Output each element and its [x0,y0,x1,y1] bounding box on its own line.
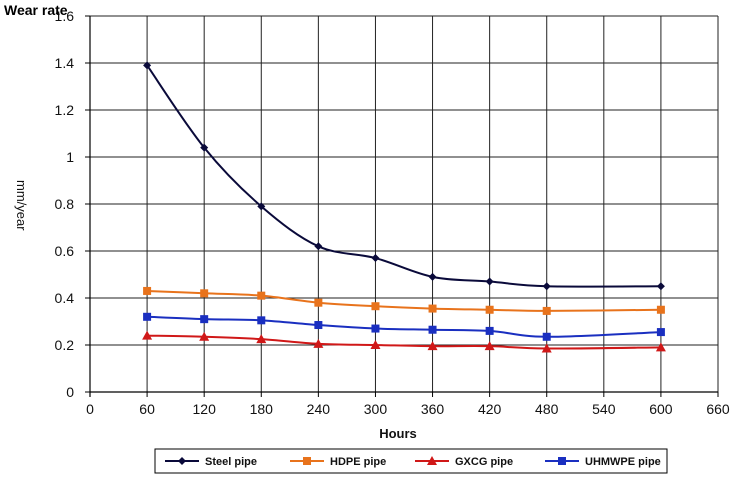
data-point [200,143,209,152]
legend-label: Steel pipe [205,456,257,468]
tick-labels: 0 60 120 180 240 300 360 420 480 540 600 660 0 0.2 0.4… [55,8,730,417]
data-point [656,328,665,337]
data-point [428,272,437,281]
x-tick-label: 540 [592,401,616,417]
data-point [200,315,209,324]
data-point [142,330,153,340]
data-point [143,312,152,321]
series-2 [143,286,665,315]
data-point [484,341,495,351]
data-point [371,324,380,333]
data-point [485,326,494,335]
data-point [485,277,494,286]
data-point [485,305,494,314]
legend: Steel pipe HDPE pipe GXCG pipe UHMWPE pipe [154,448,668,474]
data-point [257,202,266,211]
y-tick-label: 0.4 [55,290,75,306]
legend-label: GXCG pipe [455,456,513,468]
chart-title: Wear rate [4,2,68,18]
x-tick-label: 660 [706,401,730,417]
x-tick-label: 420 [478,401,502,417]
series-3 [142,330,666,353]
data-point [656,282,665,291]
data-point [143,61,152,70]
data-point [542,306,551,315]
y-tick-label: 1.4 [55,55,75,71]
data-point [371,254,380,263]
data-point [655,342,666,352]
axes [89,16,718,397]
series-1 [143,61,665,291]
data-point [371,302,380,311]
data-point [542,282,551,291]
x-tick-label: 120 [193,401,217,417]
legend-swatch-marker [303,457,311,465]
data-point [257,316,266,325]
data-point [143,286,152,295]
data-point [314,298,323,307]
data-point [427,341,438,351]
x-tick-label: 300 [364,401,388,417]
data-point [428,304,437,313]
data-point [199,331,210,341]
y-tick-label: 0 [66,384,74,400]
y-tick-label: 1.2 [55,102,75,118]
legend-swatch-marker [427,456,437,465]
y-tick-label: 0.6 [55,243,75,259]
x-tick-label: 240 [307,401,331,417]
data-point [314,242,323,251]
x-tick-label: 600 [649,401,673,417]
x-tick-label: 360 [421,401,445,417]
y-axis-label: mm/year [14,180,29,231]
data-point [200,289,209,298]
data-point [314,321,323,330]
data-point [313,338,324,348]
series-group [142,61,666,353]
series-line [147,334,661,350]
y-tick-label: 0.2 [55,337,75,353]
series-line [147,289,661,312]
series-line [147,315,661,338]
x-tick-label: 0 [86,401,94,417]
x-axis-label: Hours [379,426,417,441]
y-tick-label: 0.8 [55,196,75,212]
legend-box [154,448,668,474]
legend-label: HDPE pipe [330,456,386,468]
data-point [257,291,266,300]
legend-swatch-marker [178,457,186,465]
series-line [146,64,661,288]
series-4 [143,312,665,341]
x-tick-label: 480 [535,401,559,417]
data-point [428,325,437,334]
legend-label: UHMWPE pipe [585,456,661,468]
data-point [541,343,552,353]
legend-swatch-marker [558,457,566,465]
x-tick-label: 60 [139,401,155,417]
y-tick-label: 1 [66,149,74,165]
data-point [370,340,381,349]
y-tick-label: 1.6 [55,8,75,24]
data-point [656,305,665,314]
data-point [256,334,267,344]
data-point [542,332,551,341]
x-tick-label: 180 [250,401,274,417]
